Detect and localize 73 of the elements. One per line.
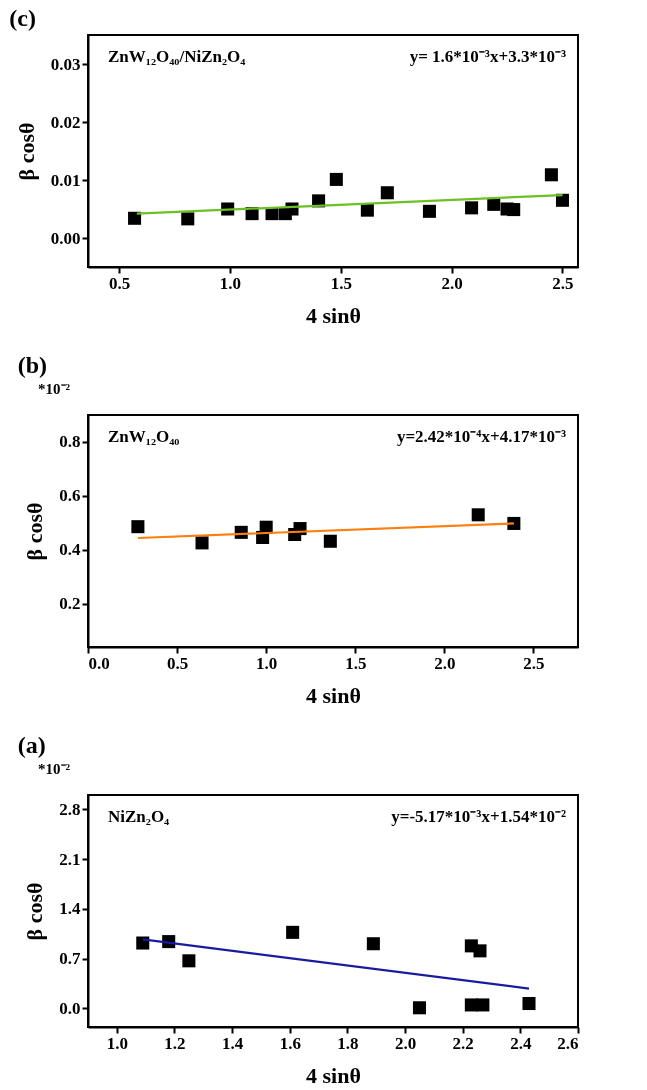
x-tick-label: 0.5 bbox=[166, 653, 189, 673]
y-tick-label: 0.6 bbox=[59, 486, 81, 506]
x-tick-label: 1.4 bbox=[221, 1033, 244, 1053]
x-axis-title: 4 sinθ bbox=[306, 302, 361, 328]
point bbox=[471, 508, 485, 522]
point bbox=[422, 204, 436, 218]
annotation: y=2.42*10⁻⁴x+4.17*10⁻³ bbox=[396, 427, 566, 446]
point bbox=[544, 168, 558, 182]
point bbox=[487, 197, 501, 211]
x-tick-label: 2.4 bbox=[510, 1033, 532, 1053]
text: *10⁻² bbox=[38, 381, 71, 397]
y-tick-label: 2.8 bbox=[59, 799, 81, 819]
x-axis-title: 4 sinθ bbox=[306, 682, 361, 708]
x-tick-label: 1.0 bbox=[219, 273, 242, 293]
y-tick-label: 1.4 bbox=[59, 899, 81, 919]
x-tick-label: 1.0 bbox=[256, 653, 278, 673]
point bbox=[476, 998, 490, 1012]
x-tick-label: 0.5 bbox=[108, 273, 131, 293]
x-tick-label: 1.2 bbox=[164, 1033, 186, 1053]
point bbox=[128, 211, 142, 225]
text: *10⁻² bbox=[38, 761, 71, 777]
point bbox=[360, 203, 374, 217]
x-tick-label: 1.8 bbox=[337, 1033, 359, 1053]
point bbox=[131, 520, 145, 534]
y-tick-label: 0.2 bbox=[59, 594, 81, 614]
point bbox=[181, 212, 195, 226]
point bbox=[522, 997, 536, 1011]
y-tick-label: 0.4 bbox=[59, 540, 81, 560]
point bbox=[182, 954, 196, 968]
point bbox=[136, 936, 150, 950]
point bbox=[329, 172, 343, 186]
point bbox=[412, 1001, 426, 1015]
point bbox=[555, 193, 569, 207]
annotation: ZnW₁₂O₄₀ bbox=[108, 427, 180, 446]
x-tick-label: 1.0 bbox=[106, 1033, 128, 1053]
x-tick-label: 2.0 bbox=[441, 273, 463, 293]
y-tick-label: 0.01 bbox=[50, 170, 81, 190]
annotation: y=-5.17*10⁻³x+1.54*10⁻² bbox=[391, 807, 566, 826]
x-tick-label: 0.0 bbox=[88, 653, 110, 673]
x-tick-label: 2.5 bbox=[523, 653, 545, 673]
x-tick-label: 1.5 bbox=[330, 273, 352, 293]
y-tick-label: 0.03 bbox=[50, 54, 81, 74]
chart-title: (b) bbox=[17, 352, 48, 378]
point bbox=[380, 186, 394, 200]
y-tick-label: 2.1 bbox=[59, 849, 81, 869]
x-tick-label: 2.2 bbox=[452, 1033, 474, 1053]
point bbox=[286, 925, 300, 939]
y-tick-label: 0.8 bbox=[59, 432, 81, 452]
x-tick-label: 1.5 bbox=[345, 653, 367, 673]
chart-title: (a) bbox=[17, 732, 46, 758]
point bbox=[366, 937, 380, 951]
y-axis-title: β cosθ bbox=[22, 502, 48, 561]
annotation: y= 1.6*10⁻³x+3.3*10⁻³ bbox=[409, 47, 566, 66]
chart-title: (c) bbox=[9, 5, 36, 31]
point bbox=[195, 536, 209, 550]
point bbox=[323, 534, 337, 548]
y-axis-title: β cosθ bbox=[22, 882, 48, 941]
annotation: NiZn₂O₄ bbox=[108, 807, 170, 826]
y-axis-title: β cosθ bbox=[13, 122, 39, 181]
y-tick-label: 0.0 bbox=[59, 999, 81, 1018]
x-tick-label: 2.0 bbox=[434, 653, 456, 673]
y-tick-label: 0.7 bbox=[59, 949, 81, 969]
y-tick-label: 0.02 bbox=[50, 112, 81, 132]
point bbox=[465, 201, 479, 215]
x-tick-label: 2.6 bbox=[557, 1033, 579, 1053]
point bbox=[473, 944, 487, 958]
x-axis-title: 4 sinθ bbox=[306, 1062, 361, 1088]
x-tick-label: 2.5 bbox=[552, 273, 574, 293]
y-tick-label: 0.00 bbox=[50, 228, 81, 248]
x-tick-label: 1.6 bbox=[279, 1033, 301, 1053]
x-tick-label: 2.0 bbox=[394, 1033, 417, 1053]
point bbox=[507, 203, 521, 217]
annotation: ZnW₁₂O₄₀/NiZn₂O₄ bbox=[108, 47, 246, 66]
